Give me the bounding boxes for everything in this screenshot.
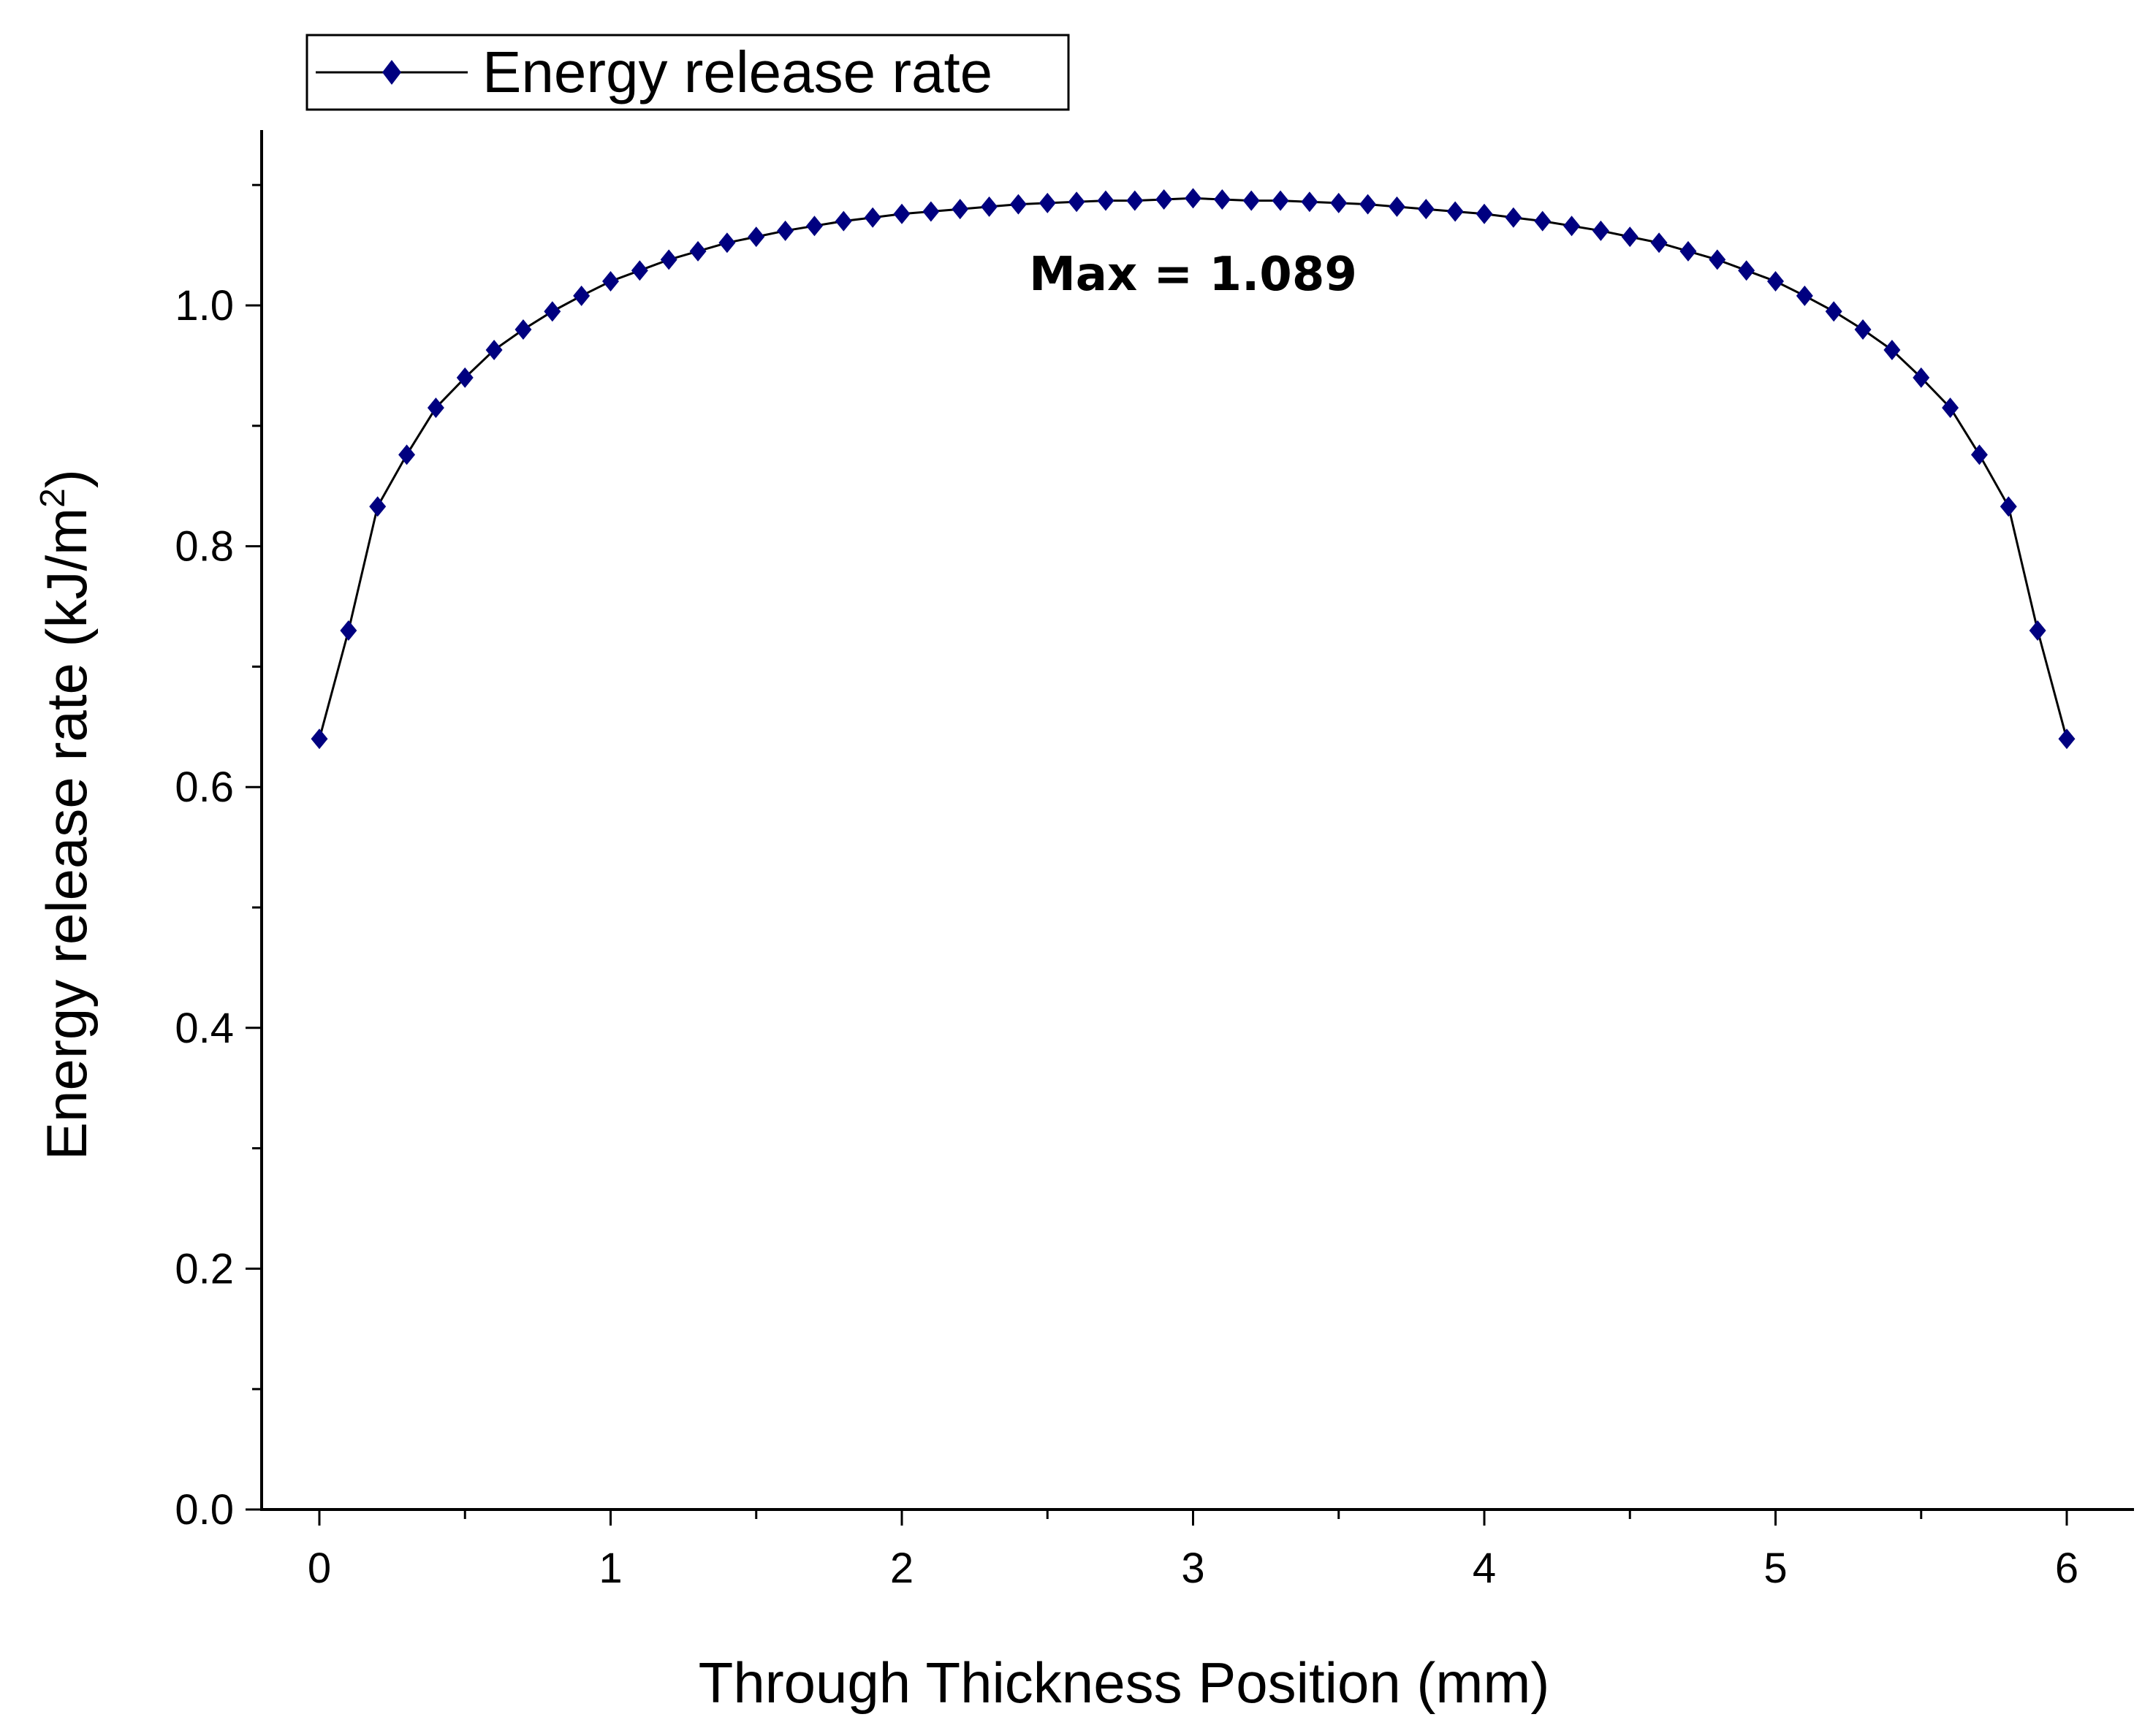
- data-point-marker: [369, 496, 387, 517]
- y-axis-title-superscript: 2: [34, 488, 72, 508]
- data-point-marker: [485, 339, 503, 360]
- data-point-marker: [1185, 188, 1201, 209]
- data-point-marker: [718, 232, 736, 254]
- data-point-marker: [631, 260, 648, 281]
- data-point-marker: [1592, 220, 1609, 241]
- legend-entry-label: Energy release rate: [482, 39, 992, 104]
- data-point-marker: [1505, 207, 1522, 228]
- data-point-marker: [2000, 496, 2017, 517]
- x-axis-title: Through Thickness Position (mm): [699, 1651, 1550, 1715]
- y-tick-label: 0.8: [175, 523, 234, 571]
- data-point-marker: [1388, 196, 1405, 217]
- y-axis-title-close: ): [34, 469, 99, 488]
- data-point-marker: [660, 249, 677, 270]
- x-tick-label: 0: [308, 1545, 331, 1592]
- data-point-marker: [805, 216, 823, 237]
- legend: Energy release rate: [305, 34, 1070, 111]
- x-axis-ticks: 0 1 2 3 4 5 6: [308, 1510, 2078, 1592]
- data-point-marker: [1738, 260, 1755, 281]
- data-point-marker: [1563, 216, 1581, 237]
- data-point-marker: [1330, 192, 1348, 213]
- x-tick-label: 1: [599, 1545, 622, 1592]
- data-point-marker: [1970, 444, 1988, 465]
- data-point-marker: [748, 226, 765, 248]
- data-point-marker: [1155, 189, 1173, 210]
- x-tick-label: 3: [1181, 1545, 1204, 1592]
- data-point-marker: [1883, 339, 1901, 360]
- data-point-marker: [456, 367, 474, 388]
- y-axis-title: Energy release rate (kJ/m2): [34, 469, 99, 1160]
- data-point-marker: [602, 271, 619, 292]
- data-point-marker: [1942, 397, 1959, 419]
- data-point-marker: [1854, 319, 1872, 340]
- y-tick-label: 0.2: [175, 1245, 234, 1293]
- data-point-marker: [1767, 271, 1784, 292]
- data-point-marker: [2058, 728, 2076, 750]
- data-point-marker: [544, 301, 561, 322]
- plot-area: [311, 188, 2076, 750]
- data-point-marker: [835, 210, 852, 232]
- series-markers: [311, 188, 2076, 750]
- data-point-marker: [1213, 189, 1231, 210]
- y-axis-title-main: Energy release rate (kJ/m: [34, 508, 99, 1160]
- y-tick-label: 1.0: [175, 282, 234, 330]
- legend-marker-diamond: [382, 60, 401, 85]
- data-point-marker: [689, 240, 707, 262]
- data-point-marker: [1650, 232, 1668, 254]
- data-point-marker: [1038, 192, 1056, 213]
- data-point-marker: [1301, 191, 1318, 213]
- data-point-marker: [864, 207, 881, 228]
- data-point-marker: [1359, 194, 1377, 215]
- y-tick-label: 0.4: [175, 1005, 234, 1052]
- data-point-marker: [777, 220, 794, 241]
- data-point-marker: [893, 203, 911, 224]
- x-tick-label: 6: [2055, 1545, 2078, 1592]
- y-tick-label: 0.6: [175, 764, 234, 811]
- data-point-marker: [1097, 190, 1115, 211]
- data-point-marker: [1417, 199, 1435, 220]
- data-point-marker: [1913, 367, 1930, 388]
- axes: [260, 130, 2134, 1511]
- x-tick-label: 5: [1763, 1545, 1787, 1592]
- data-point-marker: [514, 319, 532, 340]
- y-tick-label: 0.0: [175, 1486, 234, 1534]
- data-point-marker: [427, 397, 444, 419]
- data-point-marker: [1709, 249, 1726, 270]
- data-point-marker: [922, 201, 940, 222]
- data-point-marker: [1446, 201, 1464, 222]
- data-point-marker: [1679, 240, 1697, 262]
- data-point-marker: [1825, 301, 1842, 322]
- data-point-marker: [1534, 210, 1552, 232]
- data-point-marker: [1242, 190, 1260, 211]
- data-point-marker: [398, 444, 416, 465]
- data-point-marker: [981, 196, 998, 217]
- data-point-marker: [340, 620, 357, 641]
- data-point-marker: [952, 199, 969, 220]
- data-point-marker: [1476, 203, 1493, 224]
- data-point-marker: [1068, 191, 1085, 213]
- data-point-marker: [1126, 190, 1144, 211]
- data-point-marker: [1009, 194, 1027, 215]
- data-point-marker: [1621, 226, 1639, 248]
- data-point-marker: [2029, 620, 2046, 641]
- y-axis-ticks: 0.0 0.2 0.4 0.6 0.8 1.0: [175, 183, 262, 1534]
- data-point-marker: [1272, 190, 1289, 211]
- x-tick-label: 2: [890, 1545, 914, 1592]
- x-tick-label: 4: [1473, 1545, 1496, 1592]
- max-annotation: Max = 1.089: [1029, 248, 1357, 302]
- data-point-marker: [573, 285, 591, 306]
- data-point-marker: [1796, 285, 1813, 306]
- data-point-marker: [311, 728, 328, 750]
